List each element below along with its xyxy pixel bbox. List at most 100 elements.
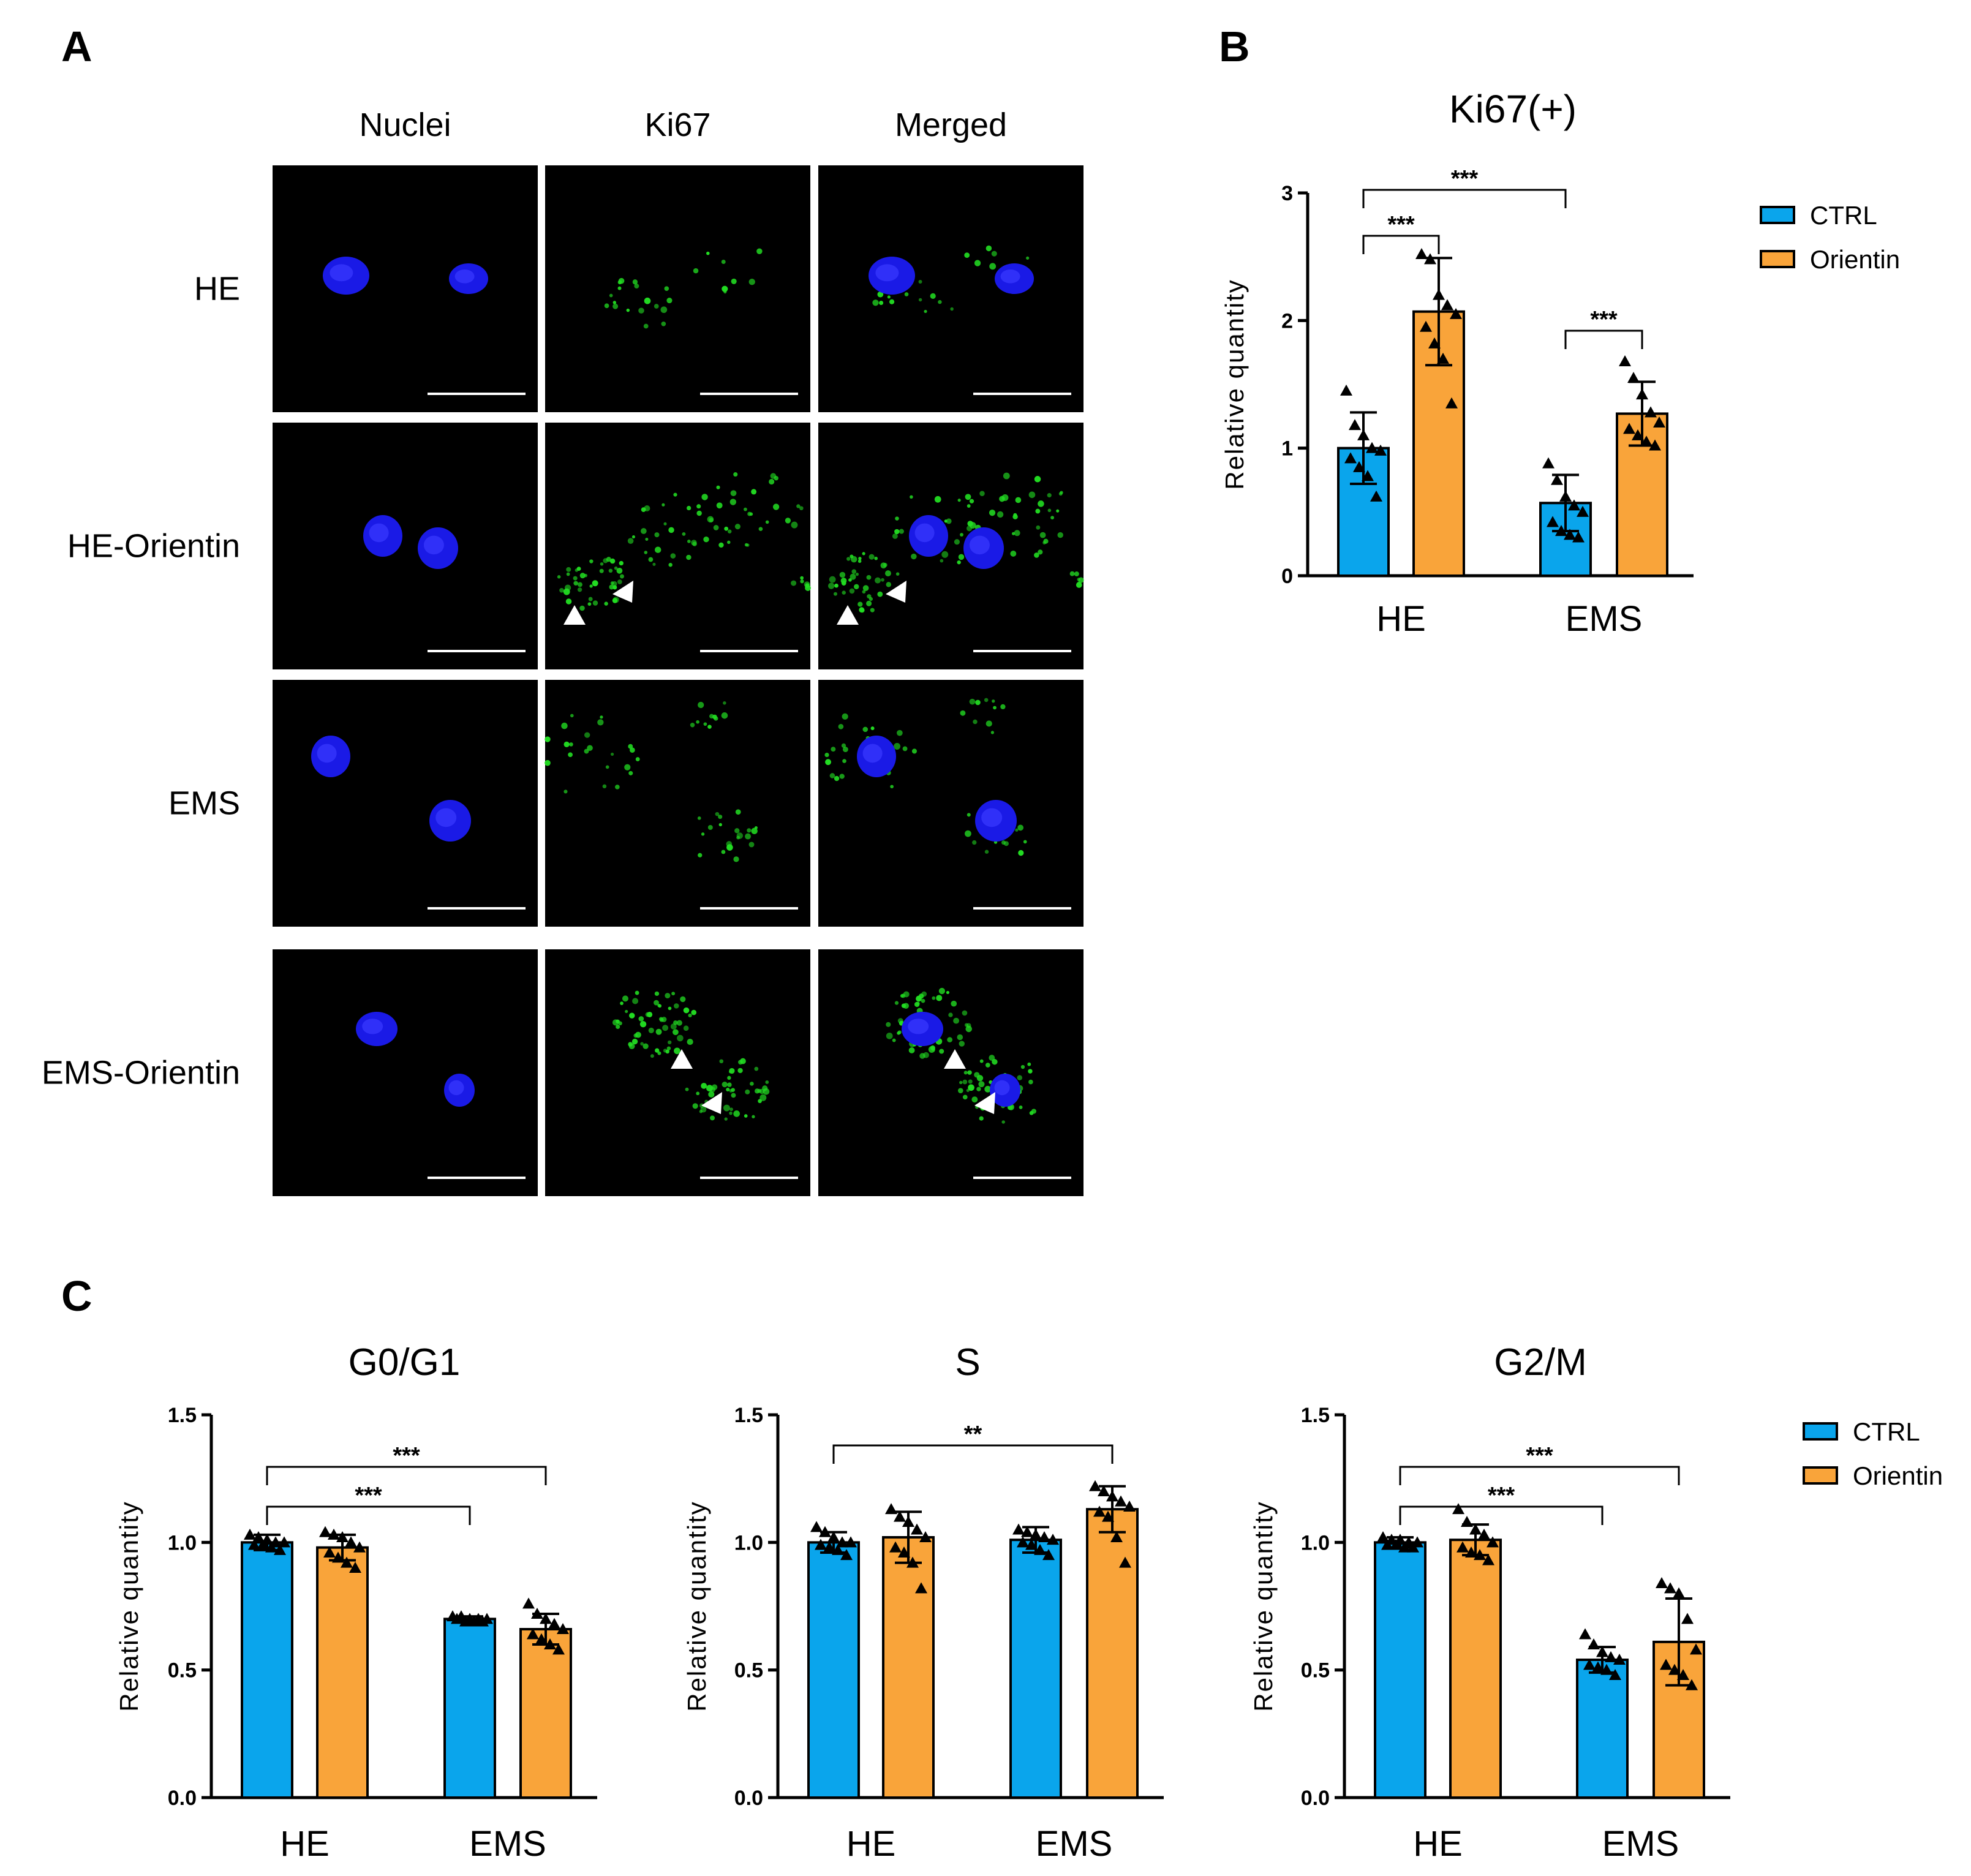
ki67-dot	[727, 529, 732, 533]
data-point	[832, 1543, 844, 1555]
ki67-dot	[979, 1116, 984, 1121]
y-tick-label: 0	[1281, 565, 1293, 588]
data-point	[274, 1543, 286, 1555]
data-point	[1596, 1646, 1608, 1657]
ki67-dot	[632, 998, 639, 1004]
ki67-dot	[1069, 571, 1075, 576]
data-point	[1555, 525, 1567, 537]
ki67-dot	[916, 1001, 920, 1006]
nucleus-highlight	[330, 264, 353, 282]
significance-label: ***	[1451, 166, 1479, 192]
ki67-dot	[991, 251, 997, 257]
ki67-dot	[671, 992, 676, 996]
ki67-dot	[579, 573, 586, 579]
ki67-dot	[718, 542, 724, 548]
ki67-dot	[842, 747, 848, 753]
ki67-dot	[944, 519, 948, 523]
legends: CTRL Orientin CTRL Orientin	[1760, 201, 1943, 1490]
data-point	[1465, 1546, 1477, 1558]
bar	[1449, 1539, 1502, 1799]
data-point	[336, 1531, 349, 1542]
ki67-dot	[824, 752, 829, 758]
data-point	[1093, 1505, 1106, 1517]
panel-label-a: A	[61, 23, 92, 70]
data-point	[1366, 442, 1378, 453]
ki67-dot	[1031, 1109, 1036, 1114]
ki67-dot	[744, 507, 747, 511]
data-point	[531, 1608, 543, 1619]
data-point	[1605, 1651, 1617, 1662]
ki67-dot	[972, 840, 977, 845]
ki67-dot	[688, 1013, 692, 1018]
ki67-dot	[738, 1060, 743, 1065]
ki67-dot	[918, 279, 922, 284]
ki67-dot	[911, 553, 917, 560]
ki67-dot	[992, 1059, 998, 1065]
ki67-dot	[703, 722, 707, 726]
ki67-dot	[924, 309, 927, 314]
row-label-he: HE	[194, 271, 240, 307]
ki67-dot	[964, 252, 970, 258]
significance-bracket	[1399, 1505, 1604, 1525]
data-point	[1381, 1539, 1393, 1550]
ki67-dot	[745, 1089, 750, 1094]
micrograph-cell	[818, 949, 1083, 1196]
ki67-dot	[619, 574, 624, 579]
ki67-dot	[716, 485, 720, 489]
ki67-dot	[1034, 476, 1041, 483]
ki67-dot	[661, 321, 666, 326]
legend-label: Orientin	[1810, 245, 1900, 274]
data-point	[1340, 384, 1352, 396]
data-point	[328, 1528, 340, 1540]
ki67-dot	[1023, 840, 1027, 844]
ki67-dot	[661, 503, 665, 507]
bar	[1576, 1659, 1629, 1799]
ki67-dot	[701, 832, 705, 836]
data-point	[1119, 1556, 1131, 1568]
ki67-dot	[690, 723, 695, 728]
ki67-dot	[934, 495, 941, 503]
ki67-dot	[663, 1049, 668, 1053]
legend-swatch	[1803, 1466, 1838, 1485]
ki67-dot	[862, 726, 869, 733]
ki67-dot	[985, 1063, 990, 1068]
ki67-dot	[589, 559, 594, 563]
ki67-dot	[984, 1085, 992, 1093]
ki67-dot	[895, 572, 900, 576]
ki67-dot	[714, 716, 718, 721]
arrowhead-marker	[974, 1092, 995, 1114]
data-point	[845, 1536, 857, 1548]
ki67-dot	[587, 602, 592, 606]
ki67-dot	[894, 529, 900, 535]
ki67-dot	[701, 494, 708, 500]
ki67-dot	[954, 539, 960, 545]
ki67-dot	[577, 587, 582, 592]
data-point	[894, 1510, 906, 1522]
ki67-dot	[736, 832, 744, 839]
ki67-dot	[886, 1032, 893, 1039]
ki67-dot	[1013, 513, 1017, 517]
data-point	[1660, 1659, 1672, 1670]
data-point	[1623, 423, 1635, 434]
ki67-dot	[841, 743, 846, 748]
row-label-he-orientin: HE-Orientin	[67, 528, 240, 565]
ki67-dot	[635, 990, 639, 995]
significance-label: ***	[1387, 212, 1415, 238]
ki67-dot	[673, 492, 677, 497]
ki67-dot	[911, 748, 917, 754]
nucleus-highlight	[423, 535, 444, 555]
significance-bracket	[266, 1505, 471, 1525]
data-point	[1377, 1531, 1389, 1542]
y-tick-label: 0.0	[1301, 1787, 1330, 1810]
ki67-dot	[650, 1054, 654, 1058]
nucleus-highlight	[994, 1080, 1010, 1096]
ki67-dot	[1028, 491, 1036, 499]
ki67-dot	[668, 1040, 672, 1045]
ki67-dot	[946, 518, 952, 524]
ki67-dot	[967, 1070, 972, 1075]
ki67-dot	[652, 562, 656, 567]
ki67-dot	[1034, 552, 1039, 558]
data-point	[1457, 1541, 1469, 1553]
ki67-dot	[698, 701, 704, 709]
data-point	[1102, 1510, 1114, 1522]
